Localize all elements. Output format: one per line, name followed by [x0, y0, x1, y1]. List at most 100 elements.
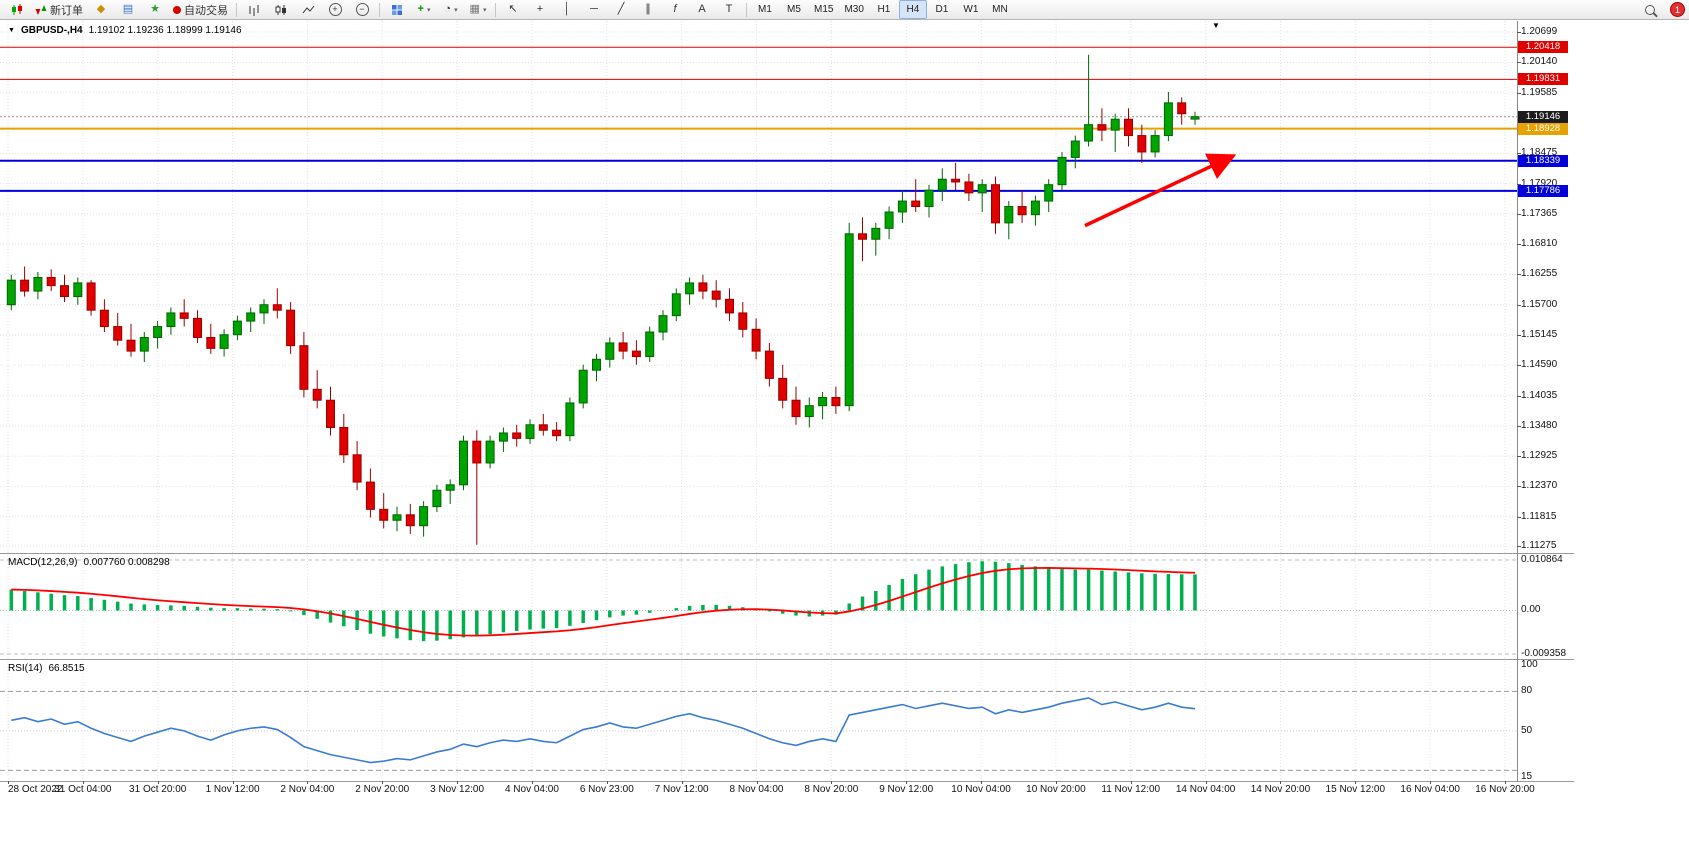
timeframe-button-w1[interactable]: W1: [963, 4, 979, 15]
rsi-scale-label: 80: [1521, 685, 1533, 697]
time-tick-mark: [756, 781, 758, 784]
candle-body: [764, 350, 774, 379]
time-tick-mark: [1055, 781, 1057, 784]
bar-chart-button[interactable]: [241, 0, 267, 19]
zoom-in-button[interactable]: +: [322, 0, 348, 19]
templates-button[interactable]: ▦ ▾: [465, 0, 491, 19]
label-tool-button[interactable]: T: [716, 0, 742, 19]
candle-body: [365, 481, 375, 510]
timeframe-button-h1[interactable]: H1: [877, 4, 891, 15]
candle-body: [804, 405, 814, 418]
timeframe-button-m5[interactable]: M5: [787, 4, 801, 15]
rsi-label: RSI(14): [8, 663, 43, 674]
candle-body: [911, 200, 921, 208]
rsi-scale-label: 50: [1521, 724, 1533, 736]
price-level-badge: 1.20418: [1518, 41, 1568, 54]
time-label: 14 Nov 20:00: [1250, 784, 1311, 795]
price-tick-label: 1.14035: [1521, 389, 1558, 401]
data-window-icon: ▤: [122, 3, 134, 15]
main-chart-canvas[interactable]: [0, 21, 1517, 553]
market-watch-button[interactable]: ◆: [88, 0, 114, 19]
time-tick-mark: [1430, 781, 1432, 784]
price-tick-mark: [1517, 244, 1521, 246]
candlestick-chart-button[interactable]: [268, 0, 294, 19]
time-tick-mark: [681, 781, 683, 784]
line-chart-button[interactable]: [295, 0, 321, 19]
candle-body: [246, 312, 256, 322]
text-tool-button[interactable]: A: [689, 0, 715, 19]
timeframe-button-m1[interactable]: M1: [758, 4, 772, 15]
pane-divider-main-macd[interactable]: [0, 553, 1574, 554]
candle-body: [844, 233, 854, 407]
indicators-button[interactable]: + ▾: [411, 0, 437, 19]
cursor-tool-button[interactable]: ↖: [500, 0, 526, 19]
macd-canvas[interactable]: [0, 555, 1517, 659]
candle-body: [884, 211, 894, 229]
candle-body: [738, 312, 748, 330]
candle-body: [525, 424, 535, 439]
new-order-button[interactable]: 新订单: [31, 0, 87, 19]
notification-badge[interactable]: 1: [1670, 2, 1685, 17]
price-tick-label: 1.15145: [1521, 329, 1558, 341]
time-tick-mark: [307, 781, 309, 784]
symbol-dropdown-icon[interactable]: ▼: [8, 27, 15, 34]
data-window-button[interactable]: ▤: [115, 0, 141, 19]
text-icon: A: [698, 3, 706, 15]
candle-body: [326, 399, 335, 429]
time-label: 3 Nov 12:00: [430, 784, 485, 795]
chevron-down-icon: ▾: [454, 6, 458, 14]
pane-divider-macd-rsi[interactable]: [0, 659, 1574, 660]
price-tick-label: 1.16810: [1521, 238, 1558, 250]
price-tick-mark: [1517, 31, 1521, 33]
candle-body: [1110, 118, 1120, 131]
candle-body: [778, 377, 788, 401]
chart-shift-marker[interactable]: ▼: [1212, 21, 1220, 30]
timeframe-button-d1[interactable]: D1: [935, 4, 949, 15]
candle-body: [618, 342, 628, 352]
price-tick-mark: [1517, 183, 1521, 185]
vertical-line-tool-button[interactable]: │: [554, 0, 580, 19]
candle-body: [831, 396, 841, 407]
candle-body: [498, 432, 508, 442]
crosshair-tool-button[interactable]: +: [527, 0, 553, 19]
price-tick-mark: [1517, 546, 1521, 548]
tile-windows-button[interactable]: [384, 0, 410, 19]
channel-tool-button[interactable]: ∥: [635, 0, 661, 19]
navigator-button[interactable]: ★: [142, 0, 168, 19]
candle-body: [73, 282, 83, 298]
candle-body: [405, 514, 415, 527]
candle-body: [711, 290, 721, 300]
auto-trading-button[interactable]: 自动交易: [169, 0, 232, 19]
horizontal-line-tool-button[interactable]: ─: [581, 0, 607, 19]
bar-chart-icon: [249, 4, 259, 16]
rsi-line: [11, 697, 1196, 764]
fibonacci-tool-button[interactable]: f: [662, 0, 688, 19]
search-button[interactable]: [1637, 0, 1663, 19]
new-chart-button[interactable]: [4, 0, 30, 19]
candle-body: [658, 315, 668, 333]
price-tick-label: 1.17920: [1521, 177, 1558, 189]
periods-button[interactable]: ◔ ▾: [438, 0, 464, 19]
label-icon: T: [725, 3, 733, 15]
timeframe-button-h4[interactable]: H4: [898, 0, 927, 19]
price-axis-divider[interactable]: [1517, 21, 1518, 781]
price-tick-label: 1.16255: [1521, 268, 1558, 280]
trendline-tool-button[interactable]: ╱: [608, 0, 634, 19]
timeframe-group: M1 M5 M15 M30 H1 H4 D1 W1 MN: [751, 0, 1014, 19]
zoom-out-button[interactable]: −: [349, 0, 375, 19]
price-tick-label: 1.15700: [1521, 298, 1558, 310]
time-label: 14 Nov 04:00: [1175, 784, 1236, 795]
candle-body: [698, 282, 708, 292]
trend-arrow-annotation: [1084, 153, 1237, 228]
price-level-badge: 1.18339: [1518, 154, 1568, 167]
timeframe-button-mn[interactable]: MN: [992, 4, 1008, 15]
time-label: 8 Nov 20:00: [804, 784, 859, 795]
rsi-canvas[interactable]: [0, 661, 1517, 781]
candle-body: [312, 388, 322, 401]
toolbar-separator: [379, 2, 380, 17]
timeframe-button-m15[interactable]: M15: [814, 4, 834, 15]
timeframe-button-m30[interactable]: M30: [844, 4, 864, 15]
macd-scale-label: -0.009358: [1521, 647, 1567, 659]
market-watch-icon: ◆: [96, 3, 106, 15]
